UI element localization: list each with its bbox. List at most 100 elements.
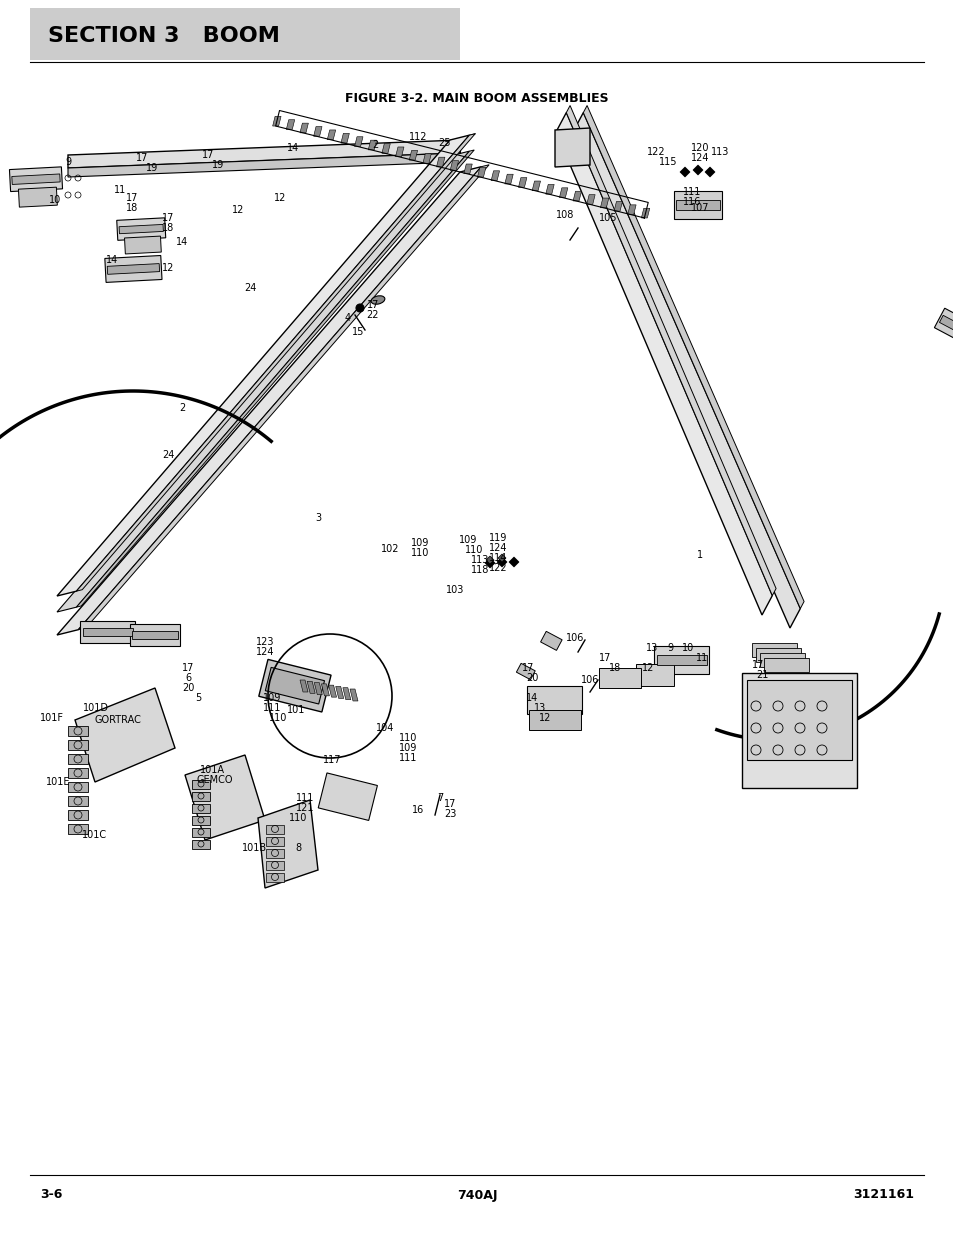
Text: 111: 111 <box>398 753 416 763</box>
Text: FIGURE 3-2. MAIN BOOM ASSEMBLIES: FIGURE 3-2. MAIN BOOM ASSEMBLIES <box>345 91 608 105</box>
Polygon shape <box>192 816 210 825</box>
Polygon shape <box>327 130 335 140</box>
Text: 18: 18 <box>608 663 620 673</box>
Bar <box>939 315 953 338</box>
Bar <box>529 710 580 730</box>
Text: 2: 2 <box>178 403 185 412</box>
Polygon shape <box>517 178 526 188</box>
Polygon shape <box>68 782 88 792</box>
Polygon shape <box>76 149 474 608</box>
Text: 101D: 101D <box>83 703 109 713</box>
Text: 109: 109 <box>458 535 476 545</box>
Bar <box>130 624 180 646</box>
Polygon shape <box>75 688 174 782</box>
Bar <box>756 648 801 662</box>
Polygon shape <box>192 827 210 837</box>
Text: 19: 19 <box>212 161 224 170</box>
Polygon shape <box>679 167 689 177</box>
Text: 12: 12 <box>641 663 654 673</box>
Text: 106: 106 <box>580 676 598 685</box>
Polygon shape <box>582 105 803 609</box>
Polygon shape <box>266 825 284 834</box>
Polygon shape <box>192 840 210 848</box>
Bar <box>125 236 161 254</box>
Text: 113: 113 <box>471 555 489 564</box>
Text: 109: 109 <box>411 538 429 548</box>
Polygon shape <box>504 174 513 184</box>
Text: 111: 111 <box>682 186 700 198</box>
Text: 105: 105 <box>598 212 617 224</box>
Polygon shape <box>266 837 284 846</box>
Text: 116: 116 <box>682 198 700 207</box>
Polygon shape <box>463 164 472 174</box>
Polygon shape <box>692 165 702 175</box>
Text: GEMCO: GEMCO <box>196 776 233 785</box>
Text: 109: 109 <box>398 743 416 753</box>
Text: 17: 17 <box>751 659 763 671</box>
Text: 17: 17 <box>443 799 456 809</box>
Text: 103: 103 <box>445 585 464 595</box>
Polygon shape <box>477 168 485 177</box>
Polygon shape <box>273 116 281 126</box>
Polygon shape <box>78 164 489 630</box>
Text: 10: 10 <box>49 195 61 205</box>
Bar <box>654 646 709 674</box>
Text: 9: 9 <box>666 643 673 653</box>
Polygon shape <box>266 873 284 882</box>
Text: 110: 110 <box>411 548 429 558</box>
Text: 114: 114 <box>488 553 507 563</box>
Text: 14: 14 <box>175 237 188 247</box>
Text: 108: 108 <box>556 210 574 220</box>
Polygon shape <box>599 198 608 207</box>
Text: 740AJ: 740AJ <box>456 1188 497 1202</box>
Text: 101F: 101F <box>40 713 64 722</box>
Text: 117: 117 <box>322 755 341 764</box>
Text: 17: 17 <box>598 653 611 663</box>
Polygon shape <box>57 135 469 597</box>
Text: 15: 15 <box>352 327 364 337</box>
Polygon shape <box>257 800 317 888</box>
Text: 17: 17 <box>521 663 534 673</box>
Polygon shape <box>266 861 284 869</box>
Bar <box>83 629 132 636</box>
Bar <box>657 655 706 664</box>
Bar <box>598 668 640 688</box>
Text: 122: 122 <box>646 147 664 157</box>
Bar <box>107 263 159 274</box>
Bar <box>540 631 561 651</box>
Polygon shape <box>436 157 444 167</box>
Polygon shape <box>704 167 714 177</box>
Bar <box>673 191 721 219</box>
Text: 22: 22 <box>366 310 379 320</box>
Text: 110: 110 <box>289 813 307 823</box>
Text: 107: 107 <box>690 203 708 212</box>
Polygon shape <box>395 147 403 157</box>
Polygon shape <box>76 133 475 592</box>
Polygon shape <box>355 137 363 147</box>
Bar <box>132 631 178 638</box>
Text: 121: 121 <box>295 803 314 813</box>
Text: 18: 18 <box>126 203 138 212</box>
Text: SECTION 3   BOOM: SECTION 3 BOOM <box>48 26 279 46</box>
Text: 3-6: 3-6 <box>40 1188 62 1202</box>
Bar <box>119 225 163 233</box>
Polygon shape <box>497 557 506 567</box>
Polygon shape <box>299 124 308 133</box>
Bar <box>933 309 953 346</box>
Polygon shape <box>555 128 589 167</box>
Polygon shape <box>68 726 88 736</box>
Polygon shape <box>328 685 336 697</box>
Text: 3: 3 <box>314 513 321 522</box>
Text: 9: 9 <box>65 157 71 167</box>
Text: 109: 109 <box>262 693 281 703</box>
Polygon shape <box>558 188 567 198</box>
Text: 101A: 101A <box>199 764 224 776</box>
Text: 21: 21 <box>755 671 767 680</box>
Polygon shape <box>614 201 621 211</box>
Polygon shape <box>68 140 459 168</box>
Polygon shape <box>485 556 494 564</box>
Polygon shape <box>422 154 431 163</box>
Text: 118: 118 <box>471 564 489 576</box>
Text: 122: 122 <box>488 563 507 573</box>
Polygon shape <box>368 140 376 149</box>
